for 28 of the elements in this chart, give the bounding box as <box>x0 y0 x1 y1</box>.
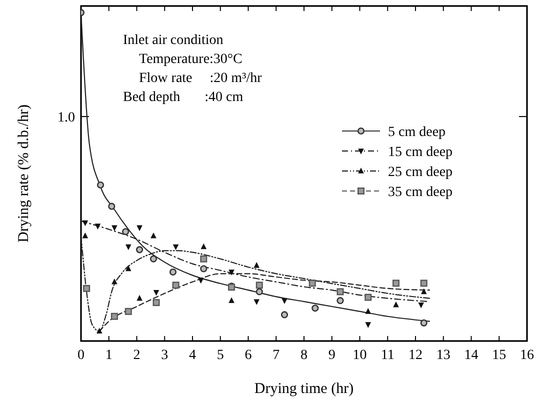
x-tick-label: 2 <box>133 348 140 363</box>
annotation: Bed depth :40 cm <box>123 90 244 105</box>
legend-label: 15 cm deep <box>388 145 453 160</box>
legend-label: 5 cm deep <box>388 125 446 140</box>
x-tick-label: 1 <box>105 348 112 363</box>
x-axis-title: Drying time (hr) <box>254 381 354 397</box>
legend-label: 35 cm deep <box>388 185 453 200</box>
text: 1.0 <box>58 110 75 126</box>
x-tick-label: 6 <box>244 348 252 363</box>
x-tick-label: 12 <box>408 348 422 363</box>
x-tick-label: 0 <box>78 348 84 363</box>
y-axis-title: Drying rate (% d.b./hr) <box>16 104 32 242</box>
x-tick-label: 14 <box>464 348 478 363</box>
x-tick-label: 15 <box>492 348 506 363</box>
annotation: Flow rate :20 m³/hr <box>139 71 262 86</box>
x-tick-label: 7 <box>272 348 280 363</box>
x-tick-label: 16 <box>520 348 534 363</box>
x-tick-label: 11 <box>380 348 394 363</box>
annotation: Inlet air condition <box>123 33 224 48</box>
legend-label: 25 cm deep <box>388 165 453 180</box>
x-tick-label: 9 <box>328 348 336 363</box>
annotation: Temperature:30°C <box>139 52 242 67</box>
x-tick-label: 4 <box>189 348 196 363</box>
x-tick-label: 8 <box>300 348 308 363</box>
x-tick-label: 13 <box>436 348 450 363</box>
x-tick-label: 5 <box>216 348 224 363</box>
x-tick-label: 10 <box>352 348 367 363</box>
x-tick-label: 3 <box>161 348 168 363</box>
